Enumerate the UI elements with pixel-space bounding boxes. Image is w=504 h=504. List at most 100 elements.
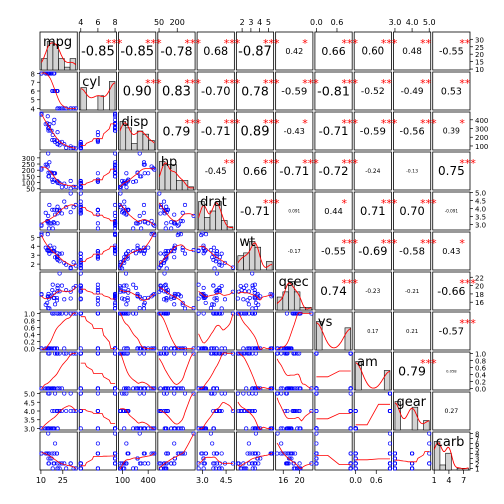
corr-stars-drat-wt: *** <box>263 197 280 210</box>
right-tick-label-qsec: 20 <box>475 283 484 291</box>
right-tick-label-disp: 400 <box>475 117 488 125</box>
corr-stars-qsec-vs: *** <box>342 277 359 290</box>
point-disp-mpg <box>56 130 59 133</box>
fit-line-drat-cyl <box>81 207 115 221</box>
point-qsec-wt <box>242 298 245 301</box>
bottom-tick-label-disp: 400 <box>141 476 156 485</box>
point-carb-qsec <box>293 452 296 455</box>
point-hp-disp <box>143 172 146 175</box>
hist-bar-mpg <box>64 67 70 70</box>
left-tick-label-wt: 4 <box>31 243 36 251</box>
corr-value-mpg-gear: 0.48 <box>402 47 422 57</box>
top-tick-label-wt: 4 <box>257 18 262 27</box>
corr-value-hp-am: -0.24 <box>365 169 380 175</box>
point-drat-mpg <box>69 211 72 214</box>
point-qsec-drat <box>209 306 212 309</box>
left-tick-label-vs: 1.0 <box>24 311 35 319</box>
corr-value-wt-qsec: -0.17 <box>288 249 301 255</box>
fit-line-am-hp <box>159 353 193 384</box>
corr-value-qsec-gear: -0.21 <box>405 289 419 295</box>
panel-vs-wt <box>236 312 273 350</box>
point-carb-qsec <box>280 442 283 445</box>
corr-stars-disp-gear: *** <box>420 117 437 130</box>
point-hp-disp <box>125 172 128 175</box>
left-tick-label-wt: 5 <box>31 234 35 242</box>
fit-line-am-vs <box>316 371 350 377</box>
corr-stars-mpg-carb: ** <box>459 37 471 50</box>
point-qsec-mpg <box>51 288 54 291</box>
corr-stars-vs-carb: *** <box>459 317 476 330</box>
point-qsec-disp <box>126 296 129 299</box>
panel-am-wt <box>236 352 273 390</box>
fit-line-gear-vs <box>316 414 350 419</box>
left-tick-label-vs: 0.4 <box>24 331 36 339</box>
panel-disp-cyl <box>79 112 116 150</box>
right-tick-label-disp: 200 <box>475 134 488 142</box>
bottom-tick-label-qsec: 16 <box>278 476 288 485</box>
right-tick-label-carb: 8 <box>475 431 479 439</box>
point-carb-gear <box>410 452 413 455</box>
right-tick-label-am: 0.0 <box>475 385 486 393</box>
fit-line-gear-wt <box>238 402 272 429</box>
corr-stars-cyl-drat: *** <box>224 77 241 90</box>
left-tick-label-vs: 0.0 <box>24 345 35 353</box>
panel-vs-cyl <box>79 312 116 350</box>
top-tick-label-wt: 2 <box>240 18 245 27</box>
panel-am-disp <box>119 352 156 390</box>
point-qsec-disp <box>132 283 135 286</box>
right-tick-label-am: 0.6 <box>475 365 487 373</box>
point-qsec-mpg <box>56 284 59 287</box>
corr-stars-disp-qsec: * <box>302 117 308 130</box>
right-tick-label-qsec: 18 <box>475 291 484 299</box>
point-carb-mpg <box>69 462 72 465</box>
corr-value-vs-am: 0.17 <box>367 329 378 335</box>
corr-stars-hp-wt: *** <box>263 157 280 170</box>
top-tick-label-hp: 200 <box>170 18 185 27</box>
point-hp-disp <box>146 172 149 175</box>
point-drat-hp <box>159 212 162 215</box>
left-tick-label-cyl: 5 <box>31 97 35 105</box>
point-qsec-mpg <box>51 283 54 286</box>
point-wt-drat <box>220 252 223 255</box>
right-tick-label-am: 0.8 <box>475 358 486 366</box>
point-disp-mpg <box>46 115 49 118</box>
top-tick-label-vs: 0.0 <box>310 18 323 27</box>
right-tick-label-qsec: 22 <box>475 274 484 282</box>
fit-line-vs-wt <box>238 313 272 349</box>
corr-stars-hp-qsec: *** <box>302 157 319 170</box>
point-hp-cyl <box>96 172 99 175</box>
point-carb-drat <box>220 452 223 455</box>
fit-line-gear-hp <box>159 393 193 424</box>
point-qsec-cyl <box>96 296 99 299</box>
point-qsec-wt <box>254 301 257 304</box>
panel-gear-am <box>354 392 391 430</box>
right-tick-label-mpg: 25 <box>475 44 484 52</box>
point-qsec-cyl <box>96 288 99 291</box>
corr-stars-wt-vs: *** <box>342 237 359 250</box>
point-qsec-hp <box>164 283 167 286</box>
point-drat-disp <box>146 222 149 225</box>
point-qsec-disp <box>123 298 126 301</box>
fit-line-carb-gear <box>395 452 429 462</box>
top-tick-label-cyl: 4 <box>78 18 83 27</box>
point-qsec-disp <box>125 303 128 306</box>
corr-stars-cyl-am: ** <box>381 77 393 90</box>
corr-stars-mpg-gear: ** <box>420 37 432 50</box>
point-qsec-drat <box>212 284 215 287</box>
corr-stars-disp-wt: *** <box>263 117 280 130</box>
point-qsec-cyl <box>96 303 99 306</box>
fit-line-am-wt <box>238 353 272 389</box>
hist-bar-mpg <box>59 59 65 70</box>
panel-gear-cyl <box>79 392 116 430</box>
point-wt-drat <box>204 233 207 236</box>
point-drat-mpg <box>56 205 59 208</box>
left-tick-label-wt: 3 <box>31 252 35 260</box>
point-carb-disp <box>146 462 149 465</box>
fit-line-carb-cyl <box>81 456 115 466</box>
corr-stars-mpg-vs: *** <box>342 37 359 50</box>
corr-stars-drat-vs: * <box>342 197 348 210</box>
panel-qsec-hp <box>158 272 195 310</box>
corr-value-hp-gear: -0.13 <box>406 169 418 175</box>
left-tick-label-gear: 4.5 <box>24 399 35 407</box>
